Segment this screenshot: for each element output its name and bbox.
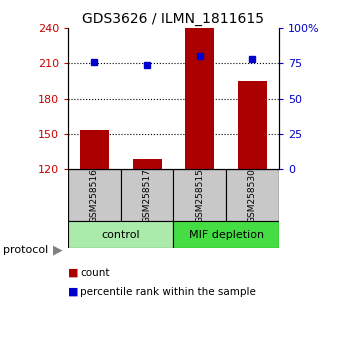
Bar: [68, 222, 173, 248]
Bar: [185, 28, 214, 169]
Text: GSM258516: GSM258516: [90, 168, 99, 223]
Text: ■: ■: [68, 268, 79, 278]
Bar: [173, 169, 226, 222]
Bar: [173, 222, 279, 248]
Text: control: control: [101, 230, 140, 240]
Text: protocol: protocol: [3, 245, 49, 255]
Text: percentile rank within the sample: percentile rank within the sample: [80, 287, 256, 297]
Bar: [238, 81, 267, 169]
Text: count: count: [80, 268, 109, 278]
Bar: [80, 130, 109, 169]
Bar: [133, 159, 161, 169]
Text: GSM258515: GSM258515: [195, 168, 204, 223]
Text: ▶: ▶: [53, 243, 62, 256]
Text: GSM258530: GSM258530: [248, 168, 257, 223]
Text: MIF depletion: MIF depletion: [189, 230, 264, 240]
Text: ■: ■: [68, 287, 79, 297]
Bar: [121, 169, 173, 222]
Title: GDS3626 / ILMN_1811615: GDS3626 / ILMN_1811615: [82, 12, 265, 26]
Text: GSM258517: GSM258517: [142, 168, 152, 223]
Bar: [226, 169, 279, 222]
Bar: [68, 169, 121, 222]
